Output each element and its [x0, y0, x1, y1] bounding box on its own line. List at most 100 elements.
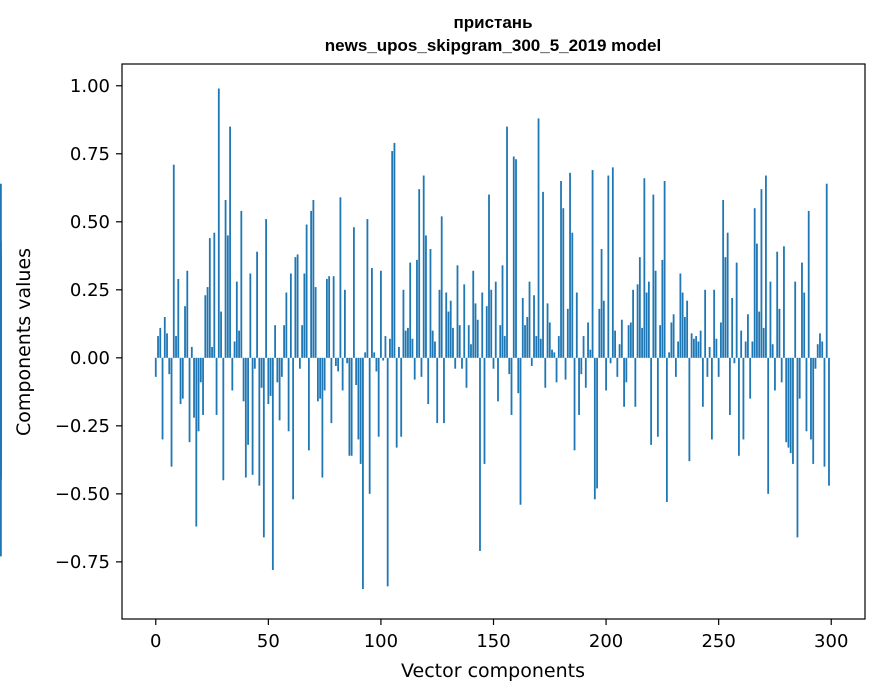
bar: [382, 357, 385, 361]
bar: [645, 292, 648, 358]
bar: [231, 357, 234, 391]
bar: [647, 281, 650, 358]
bar: [276, 357, 279, 383]
bar: [465, 357, 468, 388]
bar: [706, 357, 709, 377]
bar: [278, 357, 281, 421]
bar: [305, 224, 308, 358]
bar: [163, 317, 166, 358]
bar: [413, 357, 416, 380]
bar: [654, 270, 657, 358]
bar: [582, 336, 585, 358]
bar: [546, 303, 549, 358]
bar: [357, 357, 360, 440]
bar: [256, 251, 258, 358]
bar: [364, 352, 367, 358]
bar: [420, 357, 423, 377]
bar: [614, 330, 616, 358]
bar: [253, 357, 256, 369]
y-tick-label: 0.25: [70, 280, 110, 301]
bar: [623, 357, 625, 407]
bar: [629, 322, 632, 358]
bar: [747, 314, 749, 358]
bar: [701, 357, 704, 407]
bar: [179, 357, 182, 405]
bar: [560, 180, 562, 358]
bar: [778, 308, 781, 358]
y-axis-label: Components values: [13, 248, 35, 436]
bar: [407, 327, 409, 358]
bar: [339, 197, 342, 358]
bar: [618, 344, 621, 358]
bar: [659, 325, 662, 358]
bar: [796, 357, 799, 538]
bar: [679, 273, 682, 358]
bar: [269, 357, 272, 396]
bar: [242, 357, 245, 402]
bar: [398, 346, 400, 358]
bar: [334, 357, 337, 366]
bar: [470, 344, 472, 358]
bar: [247, 357, 249, 445]
bar: [555, 357, 558, 383]
bar: [461, 357, 463, 369]
bar: [226, 235, 229, 358]
bar: [533, 295, 535, 358]
bar: [377, 357, 380, 437]
bar: [312, 200, 315, 358]
bar: [172, 164, 175, 358]
x-tick-label: 300: [814, 631, 848, 652]
bar: [805, 357, 808, 432]
bar: [785, 357, 788, 443]
bar: [447, 311, 450, 358]
bar: [535, 336, 538, 358]
bar: [636, 284, 639, 358]
bar: [344, 289, 346, 358]
bar: [380, 270, 382, 358]
bar: [792, 357, 794, 464]
bar: [267, 357, 270, 405]
bar: [663, 180, 666, 358]
bar: [544, 357, 547, 388]
bar: [602, 300, 605, 358]
bar: [244, 357, 247, 478]
bar: [692, 338, 695, 358]
bar: [551, 349, 553, 358]
bar: [341, 357, 344, 391]
bar: [233, 341, 236, 358]
bar: [425, 235, 427, 358]
bar: [409, 262, 412, 358]
y-tick-label: 1.00: [70, 76, 110, 97]
bar: [197, 357, 200, 432]
bar: [688, 357, 691, 462]
bar: [285, 292, 288, 358]
bar: [776, 251, 779, 358]
bar: [292, 357, 295, 500]
bar: [449, 300, 452, 358]
bar: [332, 276, 335, 358]
bar: [262, 357, 265, 538]
bar: [479, 357, 481, 551]
bar: [803, 292, 806, 358]
bar: [683, 317, 686, 358]
bar: [508, 357, 511, 375]
x-axis: 0 50 100 150 200 250 300: [150, 619, 848, 652]
bar: [229, 126, 231, 358]
bar: [402, 289, 405, 358]
bar: [314, 287, 317, 358]
bar: [422, 175, 425, 358]
bar: [609, 357, 612, 364]
bar: [517, 357, 520, 394]
y-tick-label: 0.00: [70, 348, 110, 369]
bar: [729, 357, 731, 415]
bar: [328, 276, 331, 358]
bar: [620, 319, 623, 358]
bar: [616, 357, 619, 377]
bar: [301, 325, 304, 358]
bar: [814, 357, 817, 369]
bar: [249, 273, 252, 358]
bar: [794, 281, 797, 358]
bar: [810, 357, 812, 440]
bar: [161, 357, 164, 440]
